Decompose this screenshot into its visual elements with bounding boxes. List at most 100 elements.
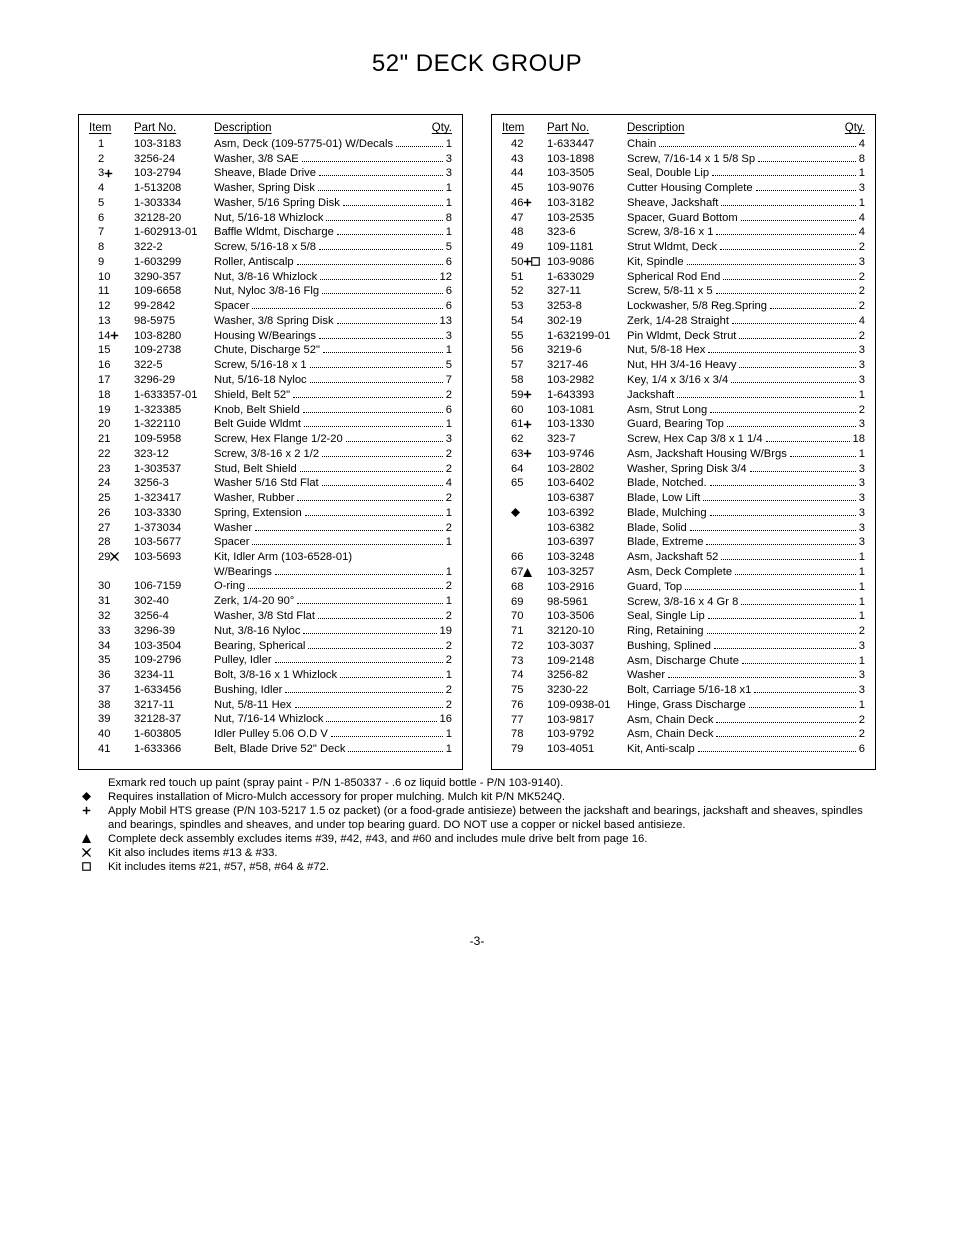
dot-leader <box>708 345 855 353</box>
cell-desc: Asm, Discharge Chute <box>627 656 739 667</box>
cell-desc-wrap: Screw, 3/8-16 x 2 1/22 <box>214 449 452 460</box>
cell-item: 11 <box>89 286 134 297</box>
cell-desc-wrap: Bushing, Idler2 <box>214 685 452 696</box>
cell-desc: Screw, Hex Flange 1/2-20 <box>214 434 343 445</box>
cell-desc: Ring, Retaining <box>627 626 704 637</box>
dot-leader <box>322 449 443 457</box>
cell-desc-wrap: Asm, Jackshaft Housing W/Brgs1 <box>627 449 865 460</box>
cell-qty: 4 <box>859 139 865 150</box>
dot-leader <box>305 508 443 516</box>
cell-qty: 3 <box>446 434 452 445</box>
cell-item: 9 <box>89 257 134 268</box>
cell-item: 74 <box>502 670 547 681</box>
cell-item: 4 <box>89 183 134 194</box>
cell-item: 48 <box>502 227 547 238</box>
cell-item: 63 <box>502 449 547 460</box>
table-row: 401-603805Idler Pulley 5.06 O.D V1 <box>89 729 452 741</box>
dot-leader <box>310 360 443 368</box>
cell-item: 76 <box>502 700 547 711</box>
cell-item: 19 <box>89 405 134 416</box>
dot-leader <box>318 611 443 619</box>
plus-icon <box>523 418 532 430</box>
cell-desc-wrap: Nut, 3/8-16 Nyloc19 <box>214 626 452 637</box>
cell-desc-wrap: Roller, Antiscalp6 <box>214 257 452 268</box>
table-row: 6998-5961Screw, 3/8-16 x 4 Gr 81 <box>502 596 865 608</box>
cell-desc-wrap: Seal, Double Lip1 <box>627 168 865 179</box>
cell-desc: Washer, Spring Disk 3/4 <box>627 464 747 475</box>
table-row: 43103-1898Screw, 7/16-14 x 1 5/8 Sp8 <box>502 153 865 165</box>
cell-item: 50 <box>502 257 547 268</box>
diamond-icon <box>82 791 91 802</box>
cell-item <box>502 508 547 519</box>
cell-item: 43 <box>502 154 547 165</box>
dot-leader <box>295 699 443 707</box>
cell-desc-wrap: Seal, Single Lip1 <box>627 611 865 622</box>
cell-item: 10 <box>89 272 134 283</box>
cell-desc: Stud, Belt Shield <box>214 464 297 475</box>
cell-part: 103-3505 <box>547 168 627 179</box>
cell-qty: 6 <box>446 301 452 312</box>
box-icon <box>82 861 91 872</box>
cell-desc-wrap: Screw, 7/16-14 x 1 5/8 Sp8 <box>627 153 865 164</box>
cell-item: 41 <box>89 744 134 755</box>
cell-desc: Asm, Deck (109-5775-01) W/Decals <box>214 139 393 150</box>
cell-item: 1 <box>89 139 134 150</box>
cell-qty: 2 <box>446 581 452 592</box>
table-header: Item Part No. Description Qty. <box>89 123 452 135</box>
dot-leader <box>712 168 856 176</box>
dot-leader <box>348 744 442 752</box>
cell-desc: Nut, 5/16-18 Nyloc <box>214 375 307 386</box>
plus-icon <box>523 197 532 209</box>
cell-part: 1-633456 <box>134 685 214 696</box>
header-part: Part No. <box>547 123 627 135</box>
note-text: Requires installation of Micro-Mulch acc… <box>108 790 876 804</box>
cell-part: 103-2916 <box>547 582 627 593</box>
cell-qty: 2 <box>859 715 865 726</box>
cell-desc: Spacer <box>214 537 249 548</box>
cell-item: 45 <box>502 183 547 194</box>
cell-desc-wrap: Spacer6 <box>214 301 452 312</box>
cell-qty: 4 <box>859 316 865 327</box>
cell-item: 16 <box>89 360 134 371</box>
cell-item: 2 <box>89 154 134 165</box>
cell-qty: 16 <box>440 714 452 725</box>
table-row: 271-373034Washer2 <box>89 522 452 534</box>
cell-part: 1-603299 <box>134 257 214 268</box>
cell-item: 69 <box>502 597 547 608</box>
cell-desc: Strut Wldmt, Deck <box>627 242 717 253</box>
cell-desc-wrap: Blade, Extreme3 <box>627 537 865 548</box>
table-row: 64103-2802Washer, Spring Disk 3/43 <box>502 463 865 475</box>
cell-desc: Screw, 7/16-14 x 1 5/8 Sp <box>627 154 755 165</box>
cell-item: 39 <box>89 714 134 725</box>
cell-item: 44 <box>502 168 547 179</box>
cell-desc: Nut, 3/8-16 Whizlock <box>214 272 317 283</box>
table-row: 78103-9792Asm, Chain Deck2 <box>502 729 865 741</box>
cell-item: 62 <box>502 434 547 445</box>
cell-item: 31 <box>89 596 134 607</box>
dot-leader <box>721 552 855 560</box>
table-row: 29103-5693Kit, Idler Arm (103-6528-01) <box>89 552 452 564</box>
cell-item: 13 <box>89 316 134 327</box>
dot-leader <box>303 626 436 634</box>
cell-part: 103-2535 <box>547 213 627 224</box>
cell-desc-wrap: Bolt, 3/8-16 x 1 Whizlock1 <box>214 670 452 681</box>
cell-desc-wrap: Screw, Hex Cap 3/8 x 1 1/418 <box>627 434 865 445</box>
cell-desc-wrap: Sheave, Jackshaft1 <box>627 198 865 209</box>
triangle-icon <box>82 833 91 844</box>
cell-qty: 1 <box>859 582 865 593</box>
table-row: 48323-6Screw, 3/8-16 x 14 <box>502 227 865 239</box>
cell-qty: 3 <box>859 493 865 504</box>
header-desc: Description <box>627 123 835 135</box>
cell-part: 1-603805 <box>134 729 214 740</box>
cell-part: 99-2842 <box>134 301 214 312</box>
dot-leader <box>708 611 856 619</box>
page-number: -3- <box>78 934 876 948</box>
cell-part: 103-3182 <box>547 198 627 209</box>
dot-leader <box>710 478 856 486</box>
cell-item: 35 <box>89 655 134 666</box>
cell-item: 49 <box>502 242 547 253</box>
cell-part: 3219-6 <box>547 345 627 356</box>
cell-desc-wrap: Asm, Jackshaft 521 <box>627 552 865 563</box>
header-desc: Description <box>214 123 422 135</box>
cell-part: 103-6402 <box>547 478 627 489</box>
